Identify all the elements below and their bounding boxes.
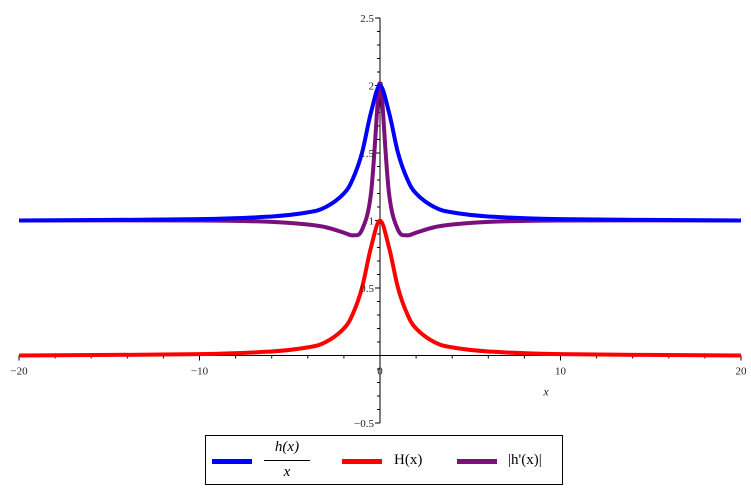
legend-fraction: h(x) x [264,439,310,483]
legend-item-H: H(x) [336,436,451,486]
legend-swatch-purple [457,459,497,464]
y-tick-label: −0.5 [354,418,374,430]
series-curves [18,81,742,358]
legend-item-abs-h-prime: |h'(x)| [451,436,564,486]
y-tick-label: 2 [369,81,375,93]
legend-fraction-numerator: h(x) [274,439,300,455]
y-tick-label: 1 [369,216,375,228]
legend: h(x) x H(x) |h'(x)| [205,435,563,485]
y-tick-label: 2.5 [360,13,374,25]
y-tick-label: 0.5 [360,283,374,295]
legend-label-abs-h-prime: |h'(x)| [508,452,542,468]
x-tick-label: 20 [736,366,748,378]
legend-fraction-denominator: x [283,464,291,480]
x-tick-label: −10 [191,366,209,378]
legend-label-H: H(x) [394,452,423,468]
x-axis-label: x [542,385,549,399]
legend-item-h-over-x: h(x) x [206,436,336,486]
legend-swatch-blue [212,459,252,464]
x-tick-label: −20 [10,366,28,378]
series-line-H [18,218,742,358]
x-tick-label: 0 [377,366,383,378]
legend-fraction-bar [264,460,310,461]
y-tick-label: 1.5 [360,148,374,160]
legend-swatch-red [342,459,382,464]
series-line-h-over-x [18,83,742,223]
tick-labels: −20 −10 0 10 20 −0.5 0.5 1 1.5 2 2.5 [10,13,747,430]
x-tick-label: 10 [555,366,567,378]
